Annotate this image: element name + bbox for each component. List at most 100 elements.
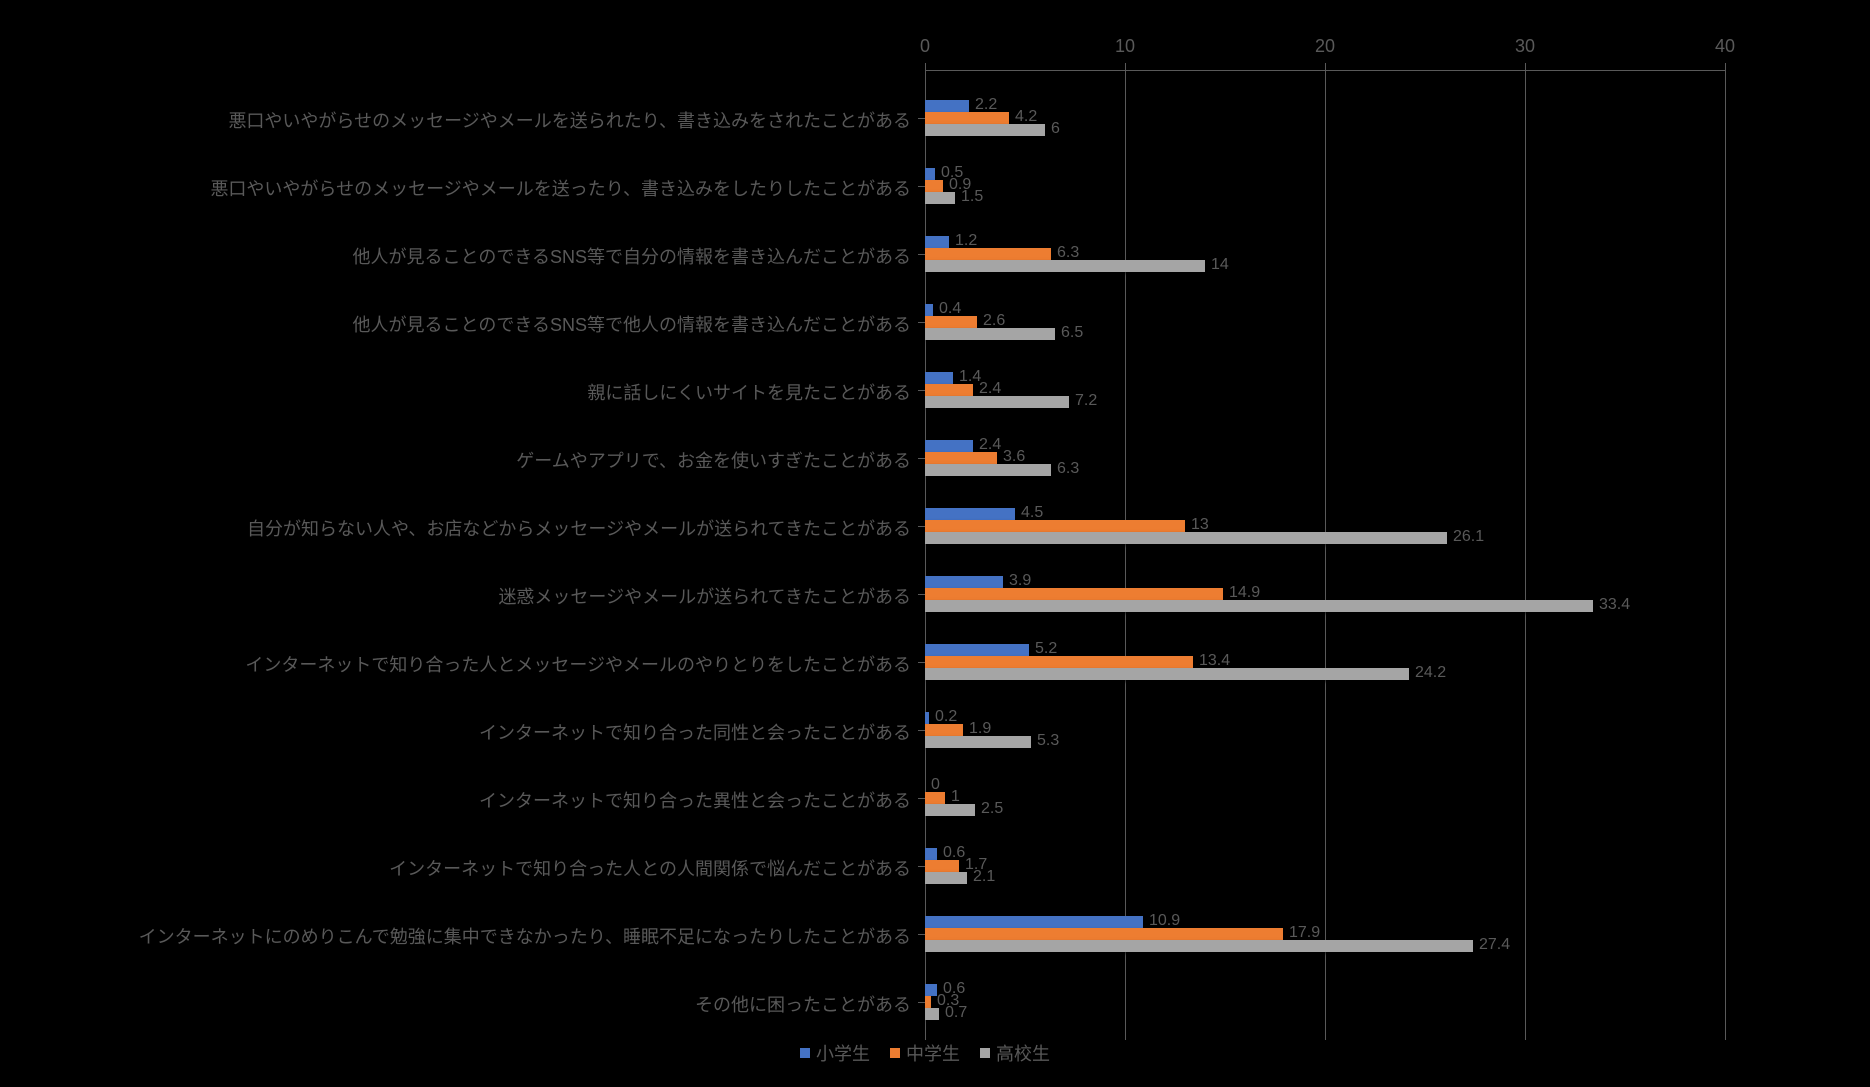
- bar-hs: [925, 600, 1593, 612]
- bar-es: [925, 168, 935, 180]
- bar-ms: [925, 588, 1223, 600]
- legend-swatch: [800, 1048, 810, 1058]
- y-axis-tick: [918, 730, 925, 731]
- category-label: 親に話しにくいサイトを見たことがある: [587, 379, 911, 405]
- bar-value-label: 1.5: [961, 188, 983, 206]
- legend-label: 中学生: [906, 1040, 960, 1066]
- x-gridline: [1725, 70, 1726, 1040]
- category-label: 他人が見ることのできるSNS等で他人の情報を書き込んだことがある: [353, 311, 911, 337]
- x-axis-tick: [1725, 63, 1726, 70]
- bar-hs: [925, 940, 1473, 952]
- category-label: ゲームやアプリで、お金を使いすぎたことがある: [516, 447, 911, 473]
- legend-item: 高校生: [980, 1040, 1050, 1066]
- bar-hs: [925, 396, 1069, 408]
- bar-ms: [925, 928, 1283, 940]
- legend-label: 小学生: [816, 1040, 870, 1066]
- x-axis-tick: [1525, 63, 1526, 70]
- bar-hs: [925, 464, 1051, 476]
- y-axis-tick: [918, 662, 925, 663]
- x-gridline: [1125, 70, 1126, 1040]
- bar-hs: [925, 668, 1409, 680]
- bar-ms: [925, 656, 1193, 668]
- chart-container: 010203040悪口やいやがらせのメッセージやメールを送られたり、書き込みをさ…: [0, 0, 1870, 1087]
- bar-hs: [925, 872, 967, 884]
- legend-swatch: [890, 1048, 900, 1058]
- legend: 小学生 中学生 高校生: [800, 1040, 1050, 1066]
- x-gridline: [1325, 70, 1326, 1040]
- bar-ms: [925, 792, 945, 804]
- bar-ms: [925, 248, 1051, 260]
- category-label: その他に困ったことがある: [695, 991, 911, 1017]
- x-tick-label: 40: [1715, 36, 1735, 57]
- bar-es: [925, 100, 969, 112]
- bar-es: [925, 644, 1029, 656]
- legend-item: 中学生: [890, 1040, 960, 1066]
- category-label: インターネットで知り合った人との人間関係で悩んだことがある: [389, 855, 911, 881]
- bar-es: [925, 440, 973, 452]
- y-axis-tick: [918, 866, 925, 867]
- bar-es: [925, 304, 933, 316]
- bar-value-label: 24.2: [1415, 664, 1446, 682]
- bar-value-label: 27.4: [1479, 936, 1510, 954]
- category-label: インターネットで知り合った異性と会ったことがある: [479, 787, 911, 813]
- legend-item: 小学生: [800, 1040, 870, 1066]
- bar-hs: [925, 1008, 939, 1020]
- y-axis-tick: [918, 186, 925, 187]
- bar-value-label: 14: [1211, 256, 1229, 274]
- category-label: 悪口やいやがらせのメッセージやメールを送ったり、書き込みをしたりしたことがある: [210, 175, 911, 201]
- y-axis-tick: [918, 594, 925, 595]
- bar-es: [925, 712, 929, 724]
- bar-ms: [925, 860, 959, 872]
- y-axis-tick: [918, 322, 925, 323]
- legend-label: 高校生: [996, 1040, 1050, 1066]
- category-label: 他人が見ることのできるSNS等で自分の情報を書き込んだことがある: [353, 243, 911, 269]
- category-label: インターネットで知り合った人とメッセージやメールのやりとりをしたことがある: [245, 651, 911, 677]
- bar-ms: [925, 112, 1009, 124]
- y-axis-tick: [918, 798, 925, 799]
- category-label: 悪口やいやがらせのメッセージやメールを送られたり、書き込みをされたことがある: [228, 107, 911, 133]
- bar-hs: [925, 328, 1055, 340]
- category-label: 迷惑メッセージやメールが送られてきたことがある: [498, 583, 911, 609]
- bar-value-label: 26.1: [1453, 528, 1484, 546]
- bar-es: [925, 508, 1015, 520]
- bar-value-label: 6.3: [1057, 460, 1079, 478]
- y-axis-tick: [918, 254, 925, 255]
- x-axis-tick: [1125, 63, 1126, 70]
- bar-value-label: 2.1: [973, 868, 995, 886]
- bar-es: [925, 576, 1003, 588]
- bar-es: [925, 916, 1143, 928]
- bar-hs: [925, 260, 1205, 272]
- x-tick-label: 10: [1115, 36, 1135, 57]
- x-axis-tick: [925, 63, 926, 70]
- category-label: インターネットにのめりこんで勉強に集中できなかったり、睡眠不足になったりしたこと…: [139, 923, 911, 949]
- x-tick-label: 30: [1515, 36, 1535, 57]
- bar-ms: [925, 520, 1185, 532]
- bar-value-label: 0.7: [945, 1004, 967, 1022]
- y-axis-tick: [918, 390, 925, 391]
- bar-ms: [925, 452, 997, 464]
- bar-hs: [925, 192, 955, 204]
- bar-value-label: 6.5: [1061, 324, 1083, 342]
- y-axis-tick: [918, 118, 925, 119]
- bar-ms: [925, 384, 973, 396]
- bar-es: [925, 236, 949, 248]
- category-label: インターネットで知り合った同性と会ったことがある: [479, 719, 911, 745]
- x-tick-label: 0: [920, 36, 930, 57]
- bar-es: [925, 984, 937, 996]
- y-axis-tick: [918, 934, 925, 935]
- y-axis-line: [925, 70, 926, 1040]
- y-axis-tick: [918, 526, 925, 527]
- bar-hs: [925, 736, 1031, 748]
- bar-value-label: 6: [1051, 120, 1060, 138]
- bar-hs: [925, 804, 975, 816]
- x-axis-tick: [1325, 63, 1326, 70]
- y-axis-tick: [918, 1002, 925, 1003]
- bar-ms: [925, 180, 943, 192]
- legend-swatch: [980, 1048, 990, 1058]
- bar-value-label: 7.2: [1075, 392, 1097, 410]
- x-gridline: [1525, 70, 1526, 1040]
- bar-es: [925, 372, 953, 384]
- bar-es: [925, 848, 937, 860]
- bar-ms: [925, 724, 963, 736]
- bar-ms: [925, 996, 931, 1008]
